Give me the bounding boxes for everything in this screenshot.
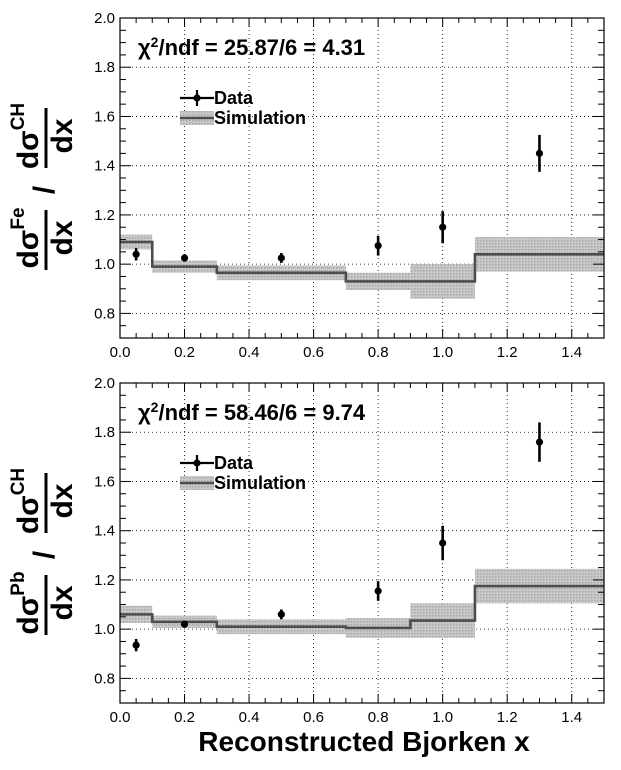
data-point	[180, 254, 189, 262]
x-tick-label: 1.4	[561, 709, 582, 726]
legend-sim-label: Simulation	[214, 473, 306, 493]
sim-step-line	[120, 240, 604, 283]
x-tick-label: 1.0	[432, 344, 453, 361]
x-tick-label: 0.2	[174, 344, 195, 361]
y-tick-label: 1.6	[94, 473, 115, 490]
y-label-reference-fraction-superscript: CH	[8, 468, 29, 495]
panel-fe: 0.0 0.2 0.4 0.6 0.8 1.0 1.2 1.4 0.8 1.0 1.2 1.4 1.6 1…	[8, 10, 605, 361]
chi2-ndf-text: χ2/ndf = 25.87/6 = 4.31	[138, 34, 365, 60]
data-point	[132, 250, 140, 258]
data-point	[180, 620, 189, 628]
chi-symbol: χ	[138, 35, 151, 60]
y-label-slash: /	[28, 550, 61, 559]
x-tick-label: 0.0	[110, 709, 131, 726]
chi-superscript: 2	[151, 34, 159, 50]
y-tick-label: 1.0	[94, 256, 115, 273]
y-label-target-fraction-denominator: dx	[46, 585, 79, 620]
sim-step-line	[120, 584, 604, 630]
legend-data-marker-icon	[193, 459, 201, 467]
data-point	[535, 438, 544, 446]
y-label-reference-fraction-numerator: dσCH	[8, 103, 45, 169]
x-tick-label: 1.4	[561, 344, 582, 361]
chi2-ndf-text: χ2/ndf = 58.46/6 = 9.74	[138, 399, 366, 425]
y-label-target-fraction-superscript: Fe	[8, 207, 29, 229]
x-tick-label: 0.4	[239, 344, 260, 361]
x-tick-label: 0.6	[303, 709, 324, 726]
y-tick-label: 1.2	[94, 572, 115, 589]
y-tick-label: 1.8	[94, 424, 115, 441]
x-axis-label: Reconstructed Bjorken x	[198, 726, 530, 757]
data-point	[374, 242, 382, 250]
y-label-slash: /	[28, 185, 61, 194]
y-tick-label: 0.8	[94, 305, 115, 322]
legend-data-label: Data	[214, 453, 254, 473]
y-tick-label: 1.8	[94, 59, 115, 76]
y-label-target-fraction-superscript: Pb	[8, 571, 29, 595]
y-tick-label: 2.0	[94, 10, 115, 27]
chi-superscript: 2	[151, 399, 159, 415]
data-point	[439, 539, 447, 547]
data-point	[132, 641, 140, 649]
y-label-reference-fraction-numerator: dσCH	[8, 468, 45, 534]
y-tick-label: 1.4	[94, 158, 115, 175]
x-tick-label: 0.6	[303, 344, 324, 361]
y-tick-label: 1.0	[94, 621, 115, 638]
x-tick-label: 0.2	[174, 709, 195, 726]
data-point	[277, 254, 285, 262]
x-tick-label: 0.0	[110, 344, 131, 361]
legend-data-marker-icon	[193, 94, 201, 102]
data-point	[535, 149, 544, 157]
y-tick-label: 1.2	[94, 207, 115, 224]
chi2-ndf-values: /ndf = 25.87/6 = 4.31	[158, 35, 365, 60]
data-point	[277, 610, 285, 618]
y-tick-label: 1.4	[94, 523, 115, 540]
chi2-ndf-values: /ndf = 58.46/6 = 9.74	[158, 400, 365, 425]
y-label-target-fraction-denominator: dx	[46, 220, 79, 255]
chi-symbol: χ	[138, 400, 151, 425]
x-tick-label: 1.2	[497, 344, 518, 361]
y-label-reference-fraction-superscript: CH	[8, 103, 29, 130]
legend-sim-label: Simulation	[214, 108, 306, 128]
legend-data-label: Data	[214, 88, 254, 108]
y-label-target-fraction-numerator: dσFe	[8, 207, 45, 268]
x-tick-label: 0.8	[368, 709, 389, 726]
y-tick-label: 2.0	[94, 375, 115, 392]
x-tick-label: 1.0	[432, 709, 453, 726]
y-label-reference-fraction-denominator: dx	[46, 483, 79, 518]
x-tick-label: 0.8	[368, 344, 389, 361]
plot-frame	[119, 382, 605, 704]
data-point	[374, 587, 382, 595]
panel-pb: 0.0 0.2 0.4 0.6 0.8 1.0 1.2 1.4 0.8 1.0 1.2 1.4 1.6 1…	[8, 375, 605, 726]
y-tick-label: 0.8	[94, 670, 115, 687]
x-tick-label: 1.2	[497, 709, 518, 726]
data-point	[439, 223, 447, 231]
y-label-target-fraction-numerator: dσPb	[8, 571, 45, 634]
x-tick-label: 0.4	[239, 709, 260, 726]
y-label-reference-fraction-denominator: dx	[46, 118, 79, 153]
y-tick-label: 1.6	[94, 108, 115, 125]
